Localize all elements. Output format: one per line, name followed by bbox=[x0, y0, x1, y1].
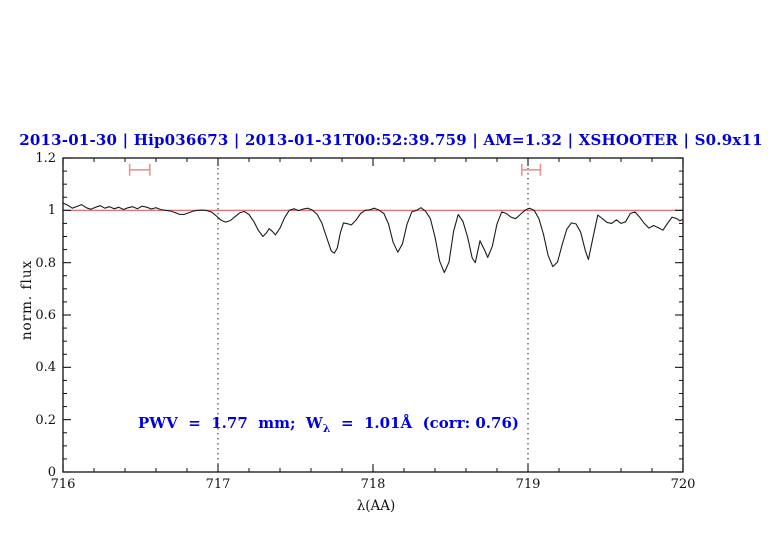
y-tick-label-1-2: 1.2 bbox=[35, 151, 56, 166]
x-axis-label: λ(AA) bbox=[356, 498, 396, 514]
x-tick-label-719: 719 bbox=[515, 477, 541, 492]
y-axis-label: norm. flux bbox=[19, 259, 35, 341]
pwv-annotation-pre: PWV = 1.77 mm; W bbox=[138, 414, 323, 432]
lambda-subscript: λ bbox=[322, 422, 331, 435]
y-tick-label-0-8: 0.8 bbox=[35, 256, 56, 271]
y-tick-label-0-2: 0.2 bbox=[35, 413, 56, 428]
pwv-annotation: PWV = 1.77 mm; Wλ = 1.01Å (corr: 0.76) bbox=[138, 414, 519, 435]
y-tick-label-0-4: 0.4 bbox=[35, 360, 56, 375]
x-tick-label-720: 720 bbox=[670, 477, 696, 492]
spectrum-curve bbox=[62, 202, 684, 274]
y-tick-label-0-6: 0.6 bbox=[35, 308, 56, 323]
y-tick-label-1: 1 bbox=[47, 203, 56, 218]
x-tick-label-717: 717 bbox=[205, 477, 231, 492]
x-tick-label-718: 718 bbox=[360, 477, 386, 492]
x-tick-label-716: 716 bbox=[50, 477, 76, 492]
y-tick-label-0: 0 bbox=[47, 465, 56, 480]
pwv-annotation-post: = 1.01Å (corr: 0.76) bbox=[330, 414, 520, 432]
plot-title: 2013-01-30 | Hip036673 | 2013-01-31T00:5… bbox=[19, 131, 763, 149]
